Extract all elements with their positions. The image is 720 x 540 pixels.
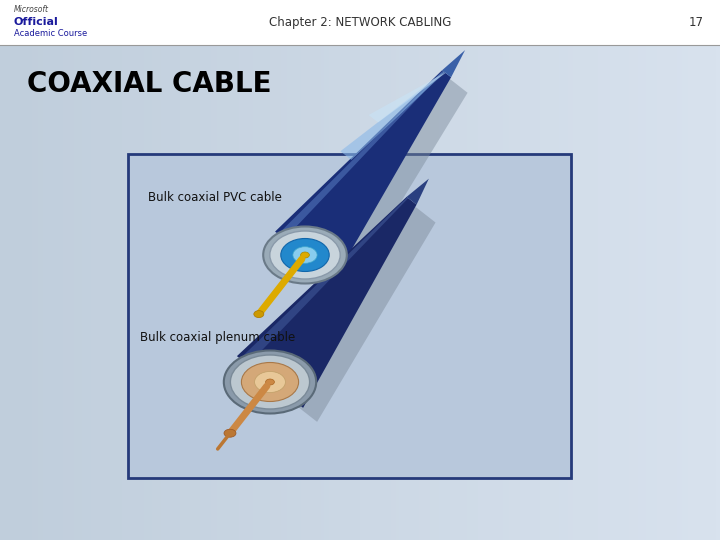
- Polygon shape: [278, 71, 444, 239]
- Polygon shape: [275, 70, 451, 279]
- Ellipse shape: [254, 310, 264, 318]
- Ellipse shape: [264, 226, 347, 284]
- Polygon shape: [251, 207, 436, 422]
- Polygon shape: [341, 71, 445, 160]
- Bar: [0, 0, 720, 45]
- Polygon shape: [287, 79, 467, 291]
- Bar: [128, 154, 571, 478]
- Ellipse shape: [224, 429, 236, 437]
- Ellipse shape: [281, 239, 329, 272]
- Ellipse shape: [230, 355, 310, 409]
- Ellipse shape: [266, 379, 274, 385]
- Text: 17: 17: [689, 16, 704, 29]
- Polygon shape: [240, 197, 408, 364]
- Polygon shape: [369, 73, 446, 123]
- Text: Official: Official: [14, 17, 59, 27]
- Text: Academic Course: Academic Course: [14, 30, 87, 38]
- Ellipse shape: [293, 247, 317, 263]
- Ellipse shape: [301, 252, 310, 258]
- Polygon shape: [237, 197, 417, 408]
- Polygon shape: [407, 179, 429, 205]
- Text: Bulk coaxial plenum cable: Bulk coaxial plenum cable: [140, 331, 296, 344]
- Ellipse shape: [255, 372, 285, 393]
- Ellipse shape: [224, 350, 316, 414]
- Text: Microsoft: Microsoft: [14, 5, 49, 15]
- Text: Bulk coaxial PVC cable: Bulk coaxial PVC cable: [148, 191, 282, 204]
- Text: Chapter 2: NETWORK CABLING: Chapter 2: NETWORK CABLING: [269, 16, 451, 29]
- Ellipse shape: [270, 231, 340, 279]
- Text: COAXIAL CABLE: COAXIAL CABLE: [27, 70, 272, 98]
- Ellipse shape: [241, 362, 299, 402]
- Polygon shape: [442, 50, 465, 77]
